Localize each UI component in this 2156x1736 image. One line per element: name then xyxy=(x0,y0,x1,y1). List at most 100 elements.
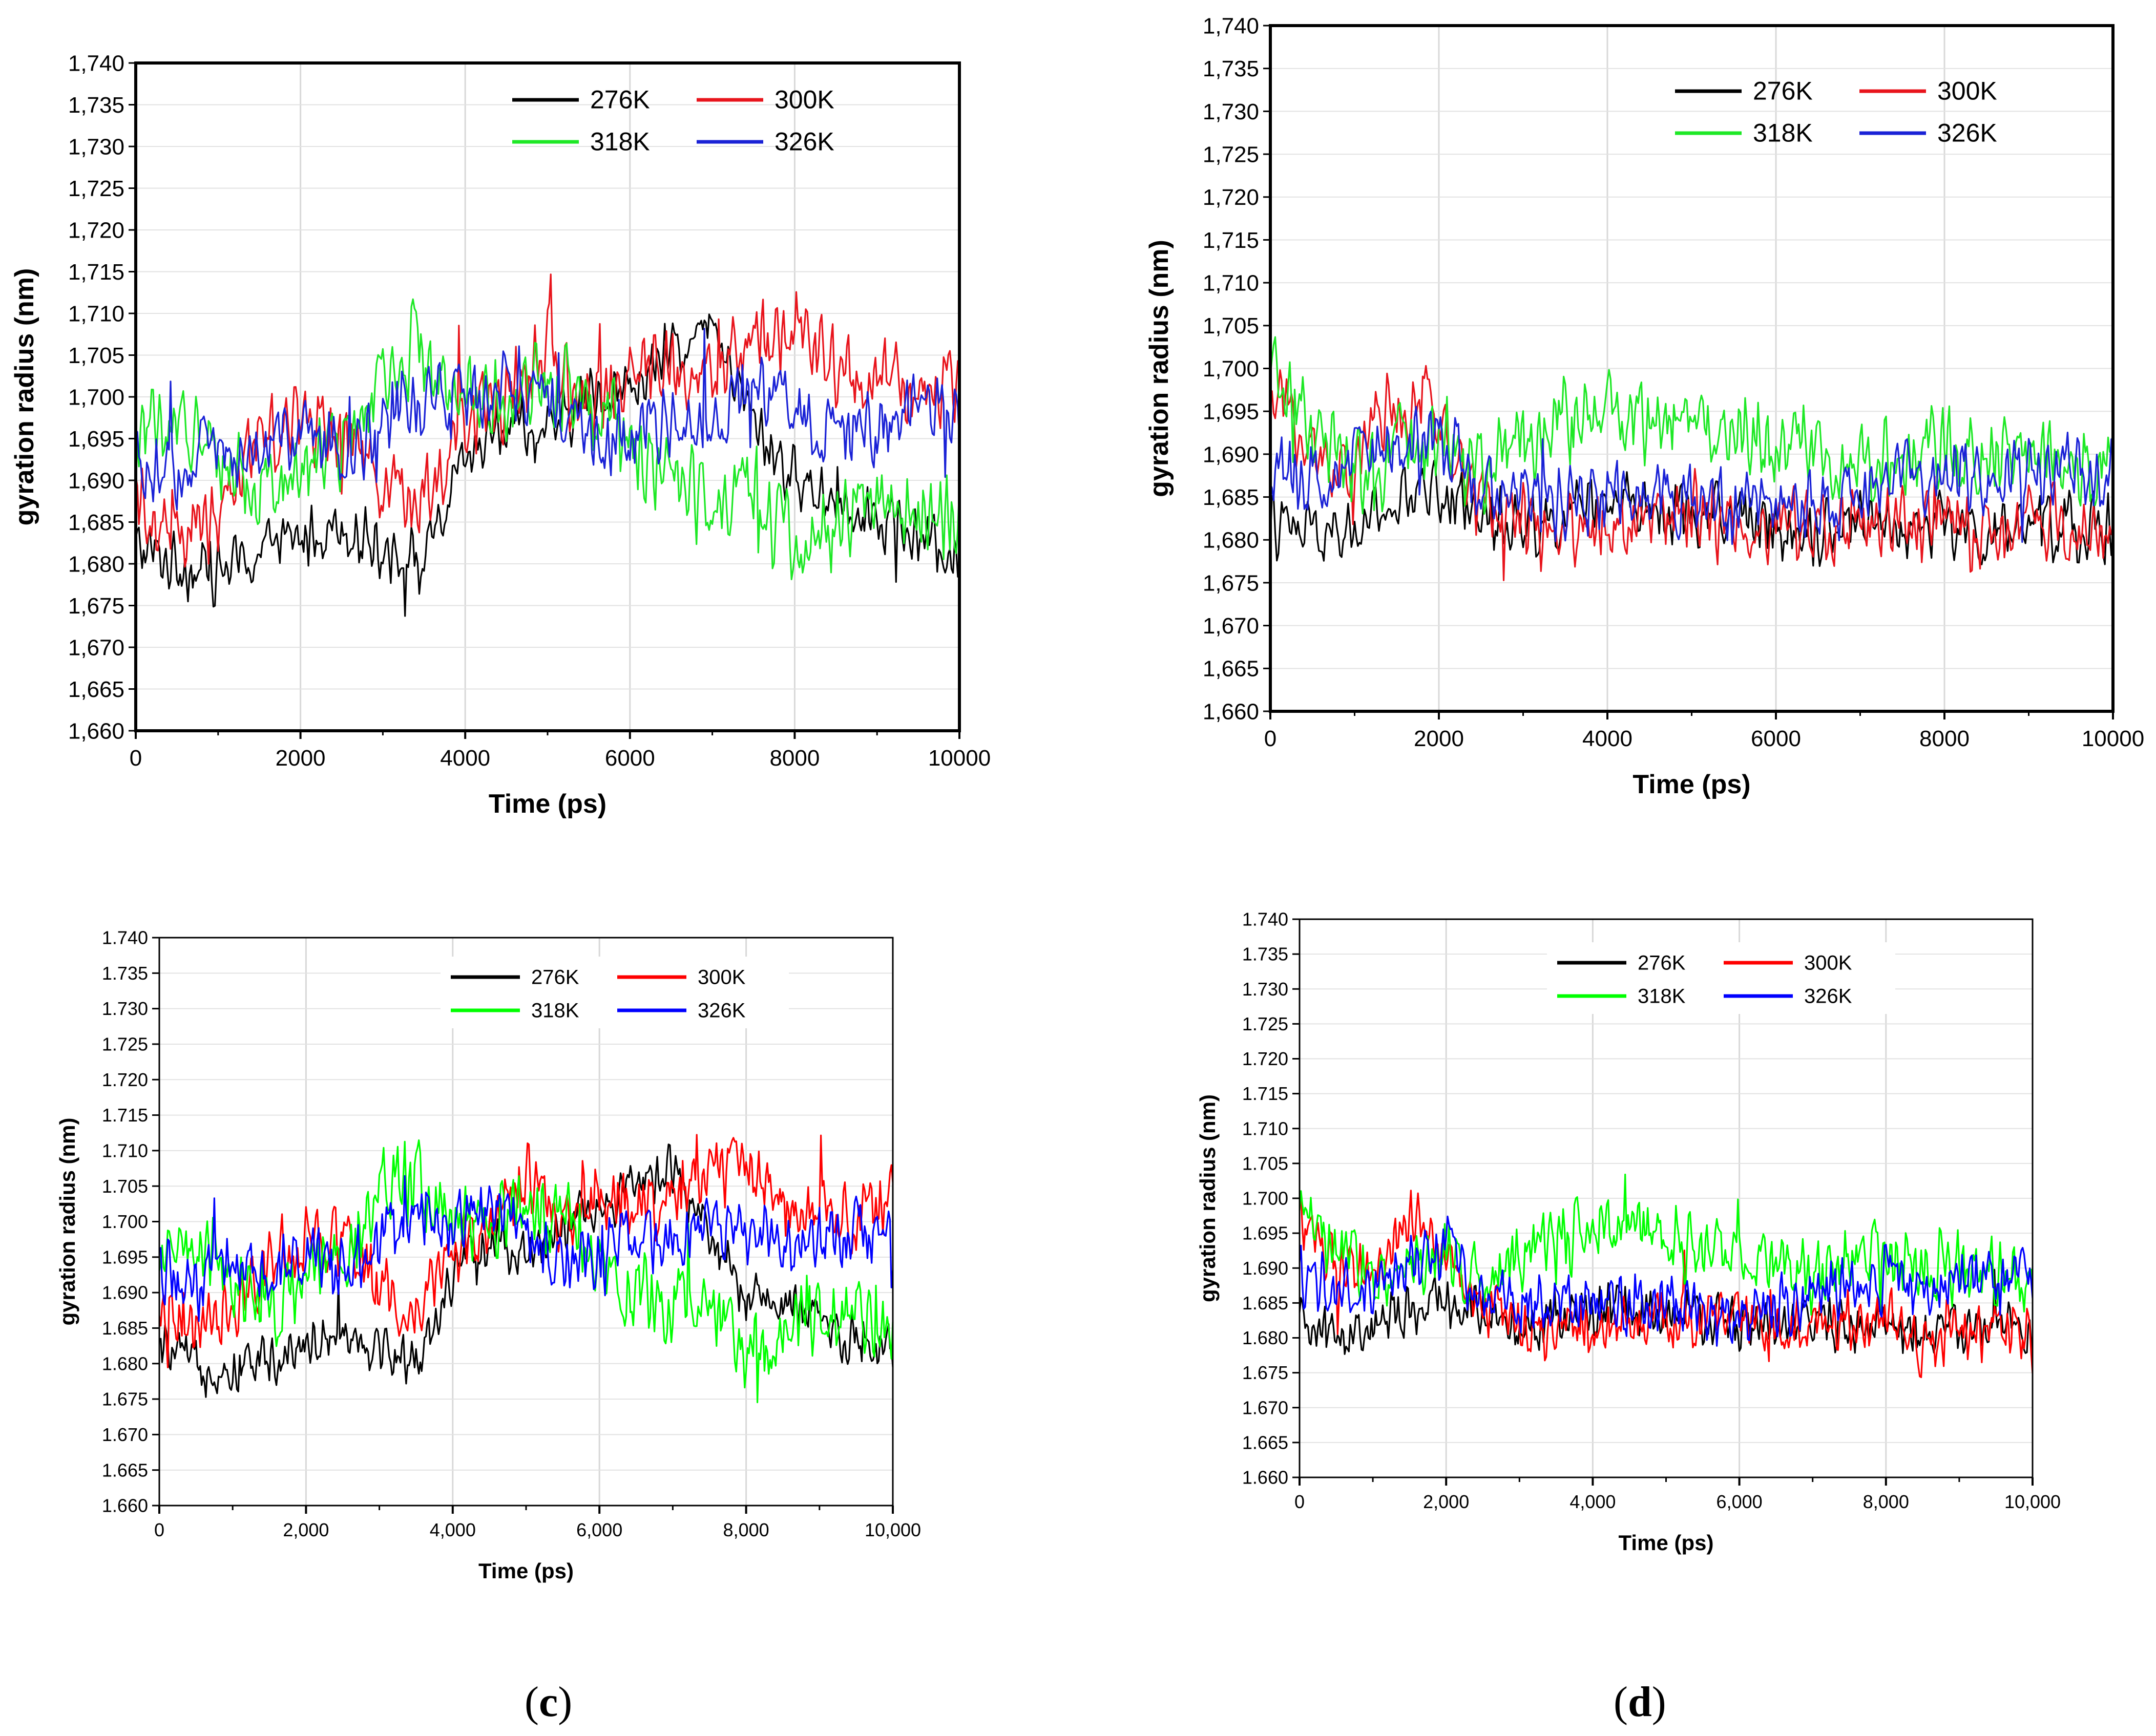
x-tick-label: 6000 xyxy=(1751,726,1801,751)
y-tick-label: 1.740 xyxy=(102,927,148,948)
series-line-276K xyxy=(135,313,960,617)
y-tick-label: 1.675 xyxy=(102,1389,148,1410)
legend-label-276K: 276K xyxy=(1638,952,1686,975)
y-tick-label: 1.690 xyxy=(1242,1258,1288,1279)
y-tick-label: 1.665 xyxy=(1242,1432,1288,1453)
series-line-300K xyxy=(158,1134,894,1368)
y-tick-label: 1,715 xyxy=(1203,228,1259,253)
series-line-318K xyxy=(1269,336,2114,515)
x-tick-label: 2000 xyxy=(1414,726,1464,751)
y-tick-label: 1,670 xyxy=(1203,613,1259,639)
x-tick-label: 10000 xyxy=(928,746,991,771)
series-line-276K xyxy=(159,1144,894,1398)
x-tick-label: 0 xyxy=(154,1519,164,1540)
y-tick-label: 1,735 xyxy=(1203,56,1259,81)
y-tick-label: 1.675 xyxy=(1242,1362,1288,1383)
y-tick-label: 1.715 xyxy=(102,1105,148,1126)
x-tick-label: 8,000 xyxy=(723,1519,769,1540)
y-tick-label: 1,730 xyxy=(1203,99,1259,124)
x-axis-title: Time (ps) xyxy=(478,1559,574,1583)
series-line-276K xyxy=(1269,460,2114,567)
y-tick-label: 1,730 xyxy=(68,134,124,159)
y-axis-title: gyration radius (nm) xyxy=(1196,1094,1220,1302)
y-tick-label: 1,735 xyxy=(68,93,124,118)
legend-label-276K: 276K xyxy=(1753,77,1813,105)
y-tick-label: 1.670 xyxy=(1242,1397,1288,1418)
series-line-300K xyxy=(135,273,960,568)
x-tick-label: 0 xyxy=(130,746,142,771)
legend-background xyxy=(441,957,789,1028)
x-tick-label: 4,000 xyxy=(1569,1491,1616,1512)
series-line-326K xyxy=(1299,1215,2034,1347)
y-tick-label: 1,690 xyxy=(1203,442,1259,467)
panel-label-d-letter: d xyxy=(1627,1678,1652,1726)
x-axis-title: Time (ps) xyxy=(1632,770,1750,799)
y-axis-title: gyration radius (nm) xyxy=(10,268,39,526)
y-tick-label: 1.725 xyxy=(1242,1013,1288,1034)
legend-label-276K: 276K xyxy=(590,86,650,114)
legend-label-318K: 318K xyxy=(531,1000,579,1022)
x-tick-label: 8000 xyxy=(1919,726,1970,751)
y-tick-label: 1,685 xyxy=(1203,485,1259,510)
legend-label-300K: 300K xyxy=(1937,77,1997,105)
chart-c: 0 2,000 4,000 6,000 8,000 10,000 1.660 1.665 1.6… xyxy=(55,927,921,1583)
x-tick-label: 0 xyxy=(1264,726,1276,751)
series-line-318K xyxy=(158,1139,894,1404)
legend-label-326K: 326K xyxy=(1937,119,1997,147)
panel-label-c-letter: c xyxy=(538,1678,558,1726)
y-tick-label: 1.720 xyxy=(1242,1048,1288,1069)
x-tick-label: 8,000 xyxy=(1863,1491,1909,1512)
y-tick-label: 1,670 xyxy=(68,635,124,660)
legend-label-326K: 326K xyxy=(1804,985,1852,1008)
series-line-326K xyxy=(158,1175,894,1322)
legend-label-276K: 276K xyxy=(531,966,579,989)
y-tick-label: 1.735 xyxy=(1242,944,1288,965)
y-tick-label: 1,710 xyxy=(68,301,124,326)
x-tick-label: 8000 xyxy=(769,746,820,771)
x-tick-label: 10,000 xyxy=(2004,1491,2061,1512)
x-tick-label: 4,000 xyxy=(430,1519,476,1540)
x-tick-label: 2,000 xyxy=(283,1519,329,1540)
y-tick-label: 1,705 xyxy=(1203,313,1259,338)
x-tick-label: 0 xyxy=(1294,1491,1305,1512)
legend-label-326K: 326K xyxy=(775,128,834,156)
x-axis-title: Time (ps) xyxy=(489,789,606,819)
y-tick-label: 1.665 xyxy=(102,1459,148,1480)
chart-d: 0 2,000 4,000 6,000 8,000 10,000 1.660 1.665 1.6… xyxy=(1196,909,2061,1555)
y-tick-label: 1.660 xyxy=(102,1495,148,1516)
y-tick-label: 1,665 xyxy=(68,677,124,702)
y-tick-label: 1.690 xyxy=(102,1282,148,1303)
x-tick-label: 10,000 xyxy=(865,1519,921,1540)
panel-label-c: (c) xyxy=(525,1678,573,1726)
y-tick-label: 1,680 xyxy=(1203,528,1259,553)
legend-label-318K: 318K xyxy=(1753,119,1813,147)
legend-label-300K: 300K xyxy=(698,966,746,989)
x-tick-label: 4000 xyxy=(440,746,490,771)
y-tick-label: 1,680 xyxy=(68,552,124,577)
y-tick-label: 1.670 xyxy=(102,1424,148,1445)
y-tick-label: 1.695 xyxy=(102,1246,148,1267)
y-tick-label: 1.700 xyxy=(102,1211,148,1232)
panel-label-d: (d) xyxy=(1614,1678,1666,1726)
y-tick-label: 1,695 xyxy=(68,427,124,452)
y-tick-label: 1.700 xyxy=(1242,1188,1288,1209)
legend-label-318K: 318K xyxy=(1638,985,1686,1008)
y-tick-label: 1,660 xyxy=(1203,699,1259,724)
y-axis-title: gyration radius (nm) xyxy=(1144,240,1174,497)
x-tick-label: 6,000 xyxy=(1717,1491,1763,1512)
y-tick-label: 1.660 xyxy=(1242,1467,1288,1488)
y-tick-label: 1,710 xyxy=(1203,271,1259,296)
y-tick-label: 1,700 xyxy=(1203,356,1259,382)
y-tick-label: 1,675 xyxy=(1203,570,1259,596)
legend-background xyxy=(1547,942,1895,1014)
y-tick-label: 1.705 xyxy=(102,1176,148,1197)
legend-label-326K: 326K xyxy=(698,1000,746,1022)
chart-b: 0 2000 4000 6000 8000 10000 1,660 1,665 1,670 1,6… xyxy=(1144,13,2144,799)
y-tick-label: 1,740 xyxy=(1203,13,1259,38)
y-tick-label: 1,685 xyxy=(68,510,124,535)
y-tick-label: 1,725 xyxy=(1203,142,1259,167)
y-tick-label: 1,720 xyxy=(1203,185,1259,210)
y-tick-label: 1.730 xyxy=(1242,979,1288,1000)
y-tick-label: 1.695 xyxy=(1242,1223,1288,1244)
